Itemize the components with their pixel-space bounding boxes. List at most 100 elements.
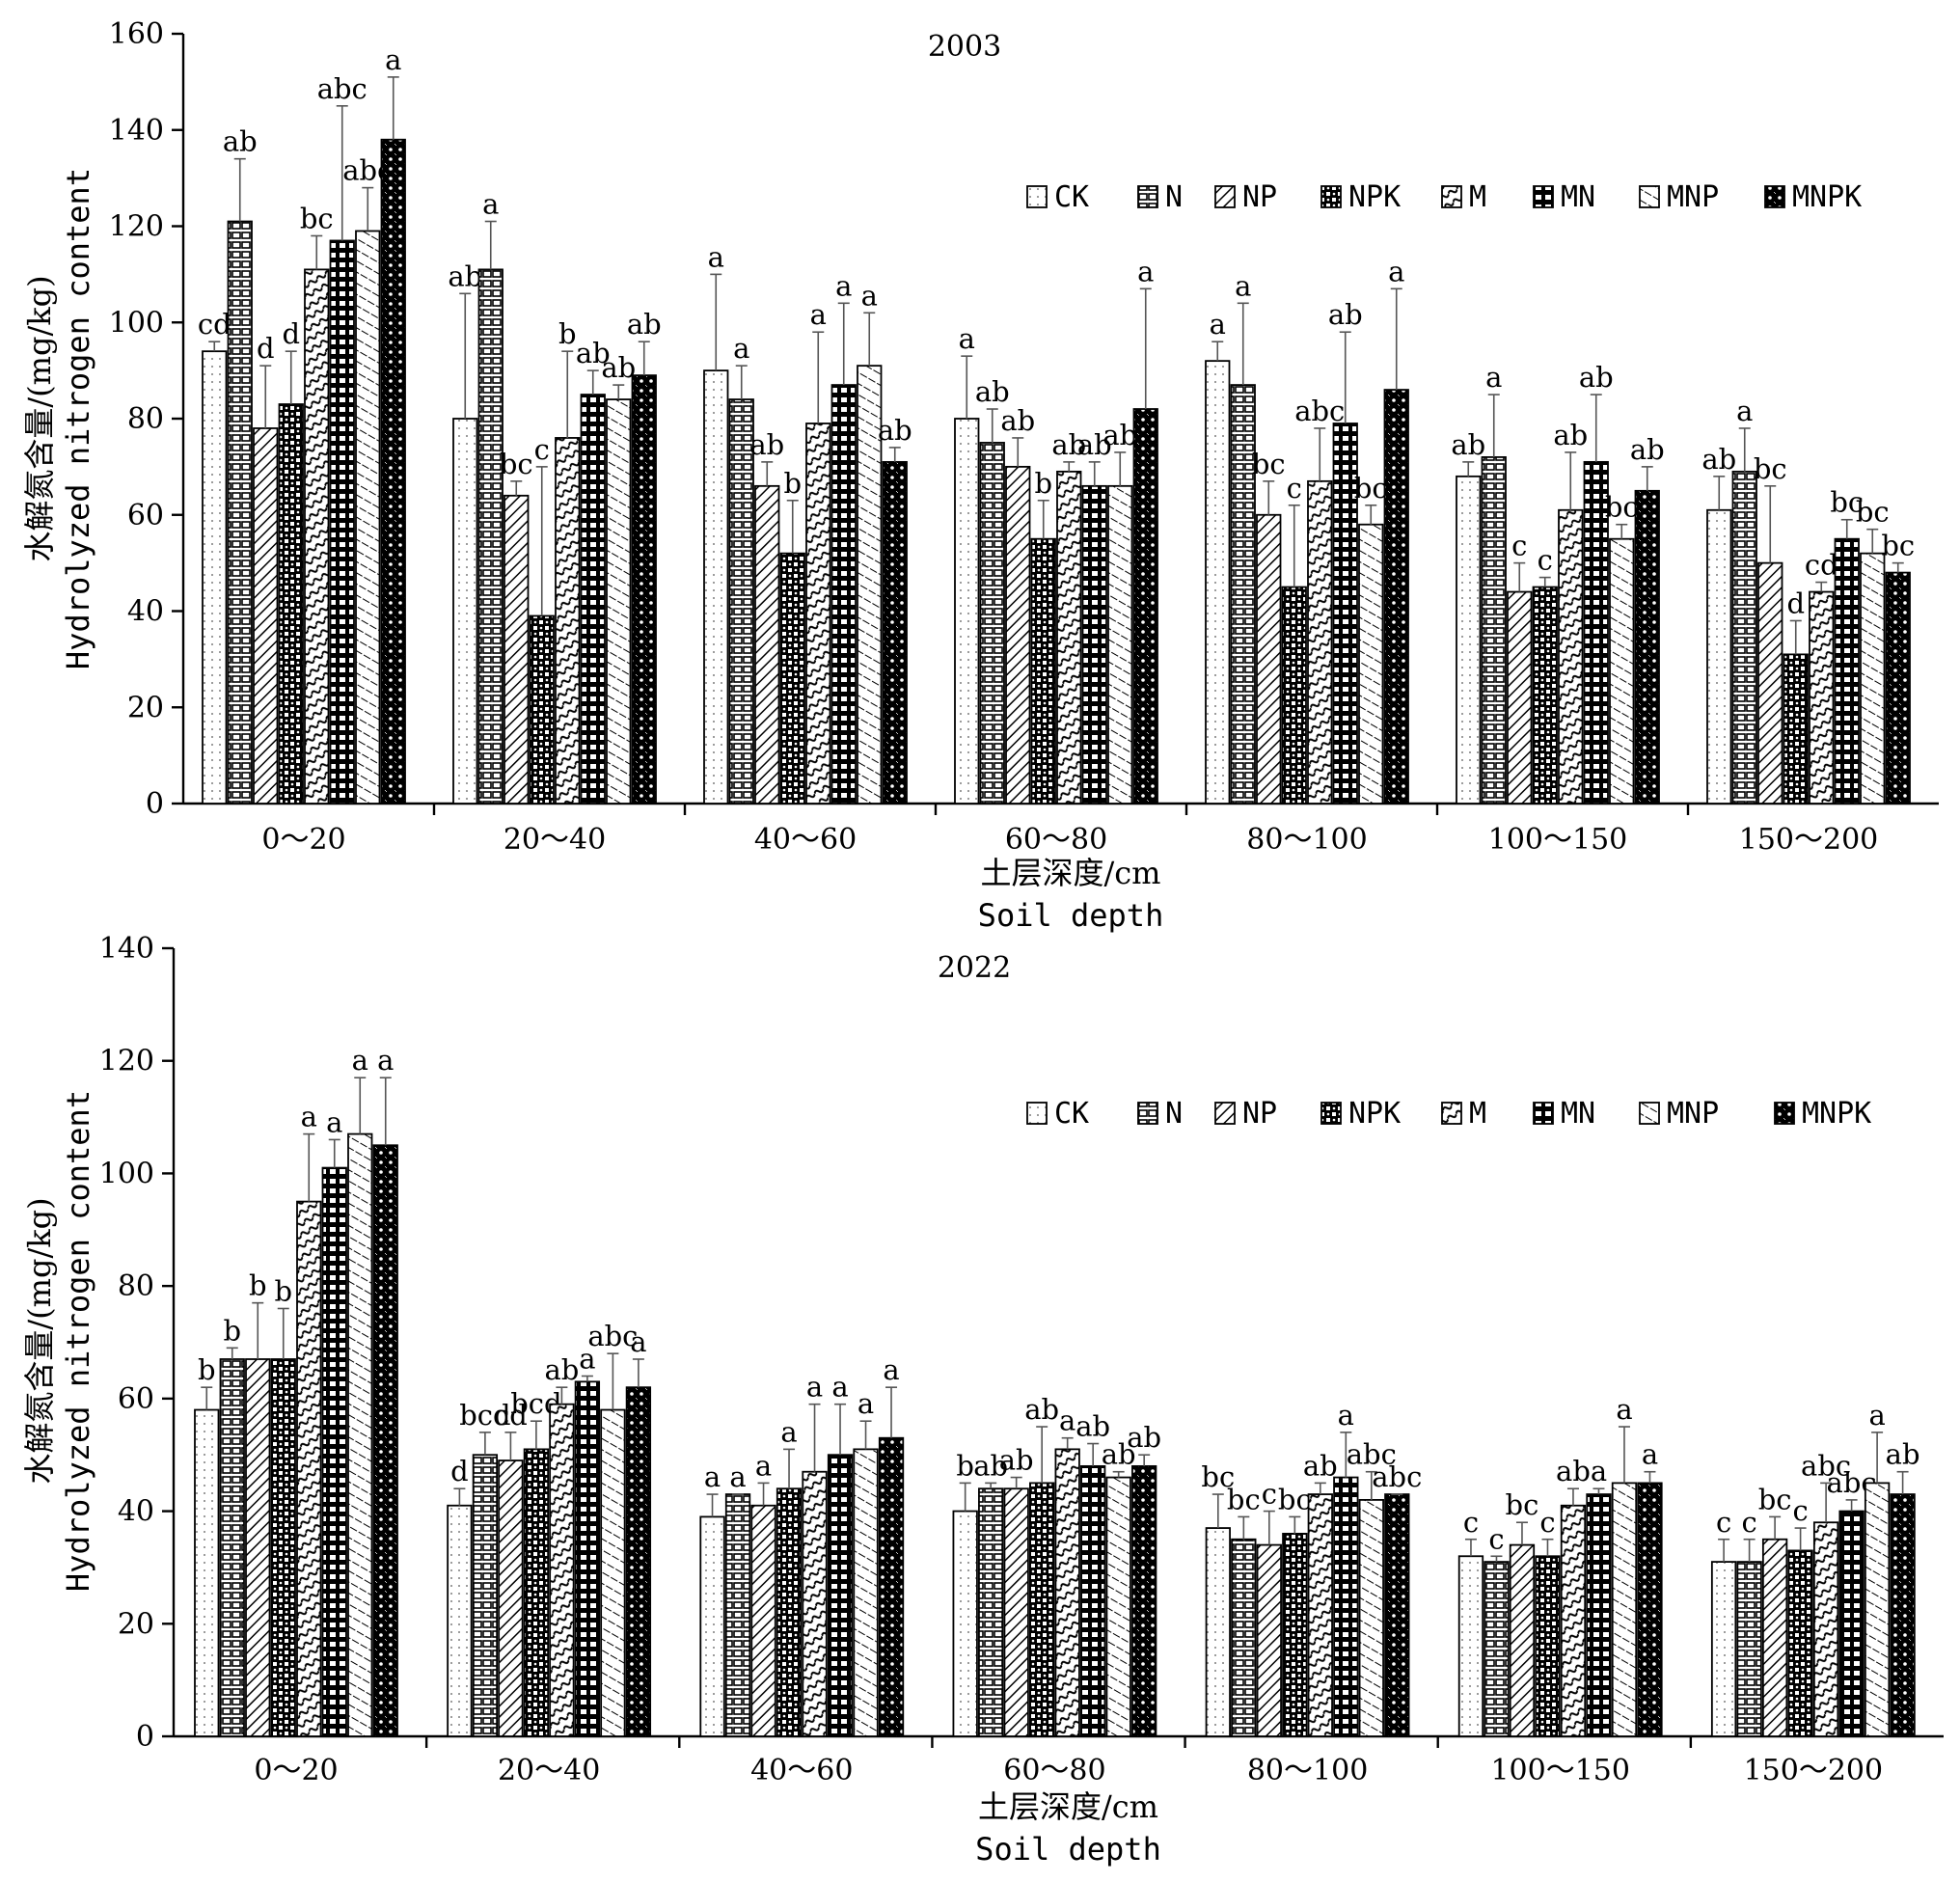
bar-MNP [1105, 1476, 1131, 1737]
significance-label: ab [1127, 1421, 1161, 1454]
significance-label: b [198, 1353, 216, 1386]
bar-MNPK [878, 1436, 905, 1737]
bar-MNP [606, 398, 632, 805]
bar-CK [1205, 1527, 1231, 1737]
legend-swatch-M [1441, 185, 1462, 208]
significance-label: a [755, 1449, 772, 1482]
significance-label: a [377, 1044, 394, 1077]
significance-label: abc [1372, 1460, 1422, 1493]
legend-swatch-NPK [1320, 185, 1342, 208]
significance-label: c [1287, 472, 1302, 505]
significance-label: d [282, 317, 300, 350]
bar-MN [1332, 423, 1358, 805]
x-tick-label: 100～150 [1490, 1754, 1630, 1787]
legend-swatch-MN [1533, 1102, 1554, 1125]
x-axis-title-en: Soil depth [978, 897, 1164, 934]
significance-label: bc [1856, 496, 1890, 529]
significance-label: bcd [459, 1399, 510, 1432]
y-tick-label: 60 [118, 1382, 154, 1416]
significance-label: ab [1075, 1410, 1110, 1443]
bar-MNPK [882, 460, 908, 805]
significance-label: b [783, 467, 802, 500]
significance-label: ab [1102, 1438, 1136, 1471]
bar-MN [1586, 1493, 1612, 1737]
legend-label-CK: CK [1054, 180, 1089, 214]
significance-label: ab [1451, 428, 1485, 461]
x-tick-label: 60～80 [1003, 1754, 1105, 1787]
significance-label: c [1792, 1494, 1808, 1527]
bar-CK [699, 1515, 725, 1737]
significance-label: b [223, 1314, 241, 1347]
y-tick-label: 80 [118, 1269, 154, 1303]
bar-M [1812, 1521, 1839, 1737]
bar-MNP [600, 1408, 626, 1737]
significance-label: ab [627, 308, 662, 341]
bar-MNP [853, 1448, 879, 1737]
bar-M [802, 1470, 828, 1737]
significance-label: a [1388, 255, 1404, 287]
y-tick-label: 80 [127, 402, 164, 436]
significance-label: d [257, 332, 275, 365]
significance-label: a [835, 269, 852, 302]
y-tick-label: 0 [146, 787, 164, 821]
x-tick-label: 20～40 [504, 823, 606, 857]
significance-label: cd [494, 1399, 528, 1432]
significance-label: d [450, 1455, 469, 1487]
significance-label: ab [973, 1449, 1008, 1482]
significance-label: bc [300, 202, 334, 234]
significance-label: a [579, 1343, 595, 1376]
legend-label-M: M [1469, 1097, 1486, 1131]
bar-NPK [776, 1487, 803, 1737]
x-axis-title-cn: 土层深度/cm [980, 855, 1160, 891]
significance-label: a [1235, 269, 1251, 302]
x-tick-label: 60～80 [1005, 823, 1107, 857]
bar-MNPK [1383, 389, 1409, 805]
bar-N [477, 268, 504, 805]
bar-MNPK [631, 374, 657, 805]
significance-label: b [956, 1449, 974, 1482]
legend-label-NP: NP [1242, 1097, 1277, 1131]
legend-swatch-MNP [1639, 185, 1660, 208]
bar-M [1307, 479, 1333, 805]
significance-label: ab [1328, 298, 1363, 331]
bar-MNPK [625, 1386, 652, 1737]
x-axis-title-cn: 土层深度/cm [978, 1788, 1158, 1825]
bar-M [1054, 1448, 1080, 1737]
significance-label: ab [1077, 428, 1112, 461]
significance-label: abc [1294, 395, 1345, 427]
significance-label: a [733, 332, 749, 365]
significance-label: ab [601, 351, 636, 384]
bar-NP [1761, 1538, 1788, 1737]
significance-label: bc [500, 448, 533, 480]
significance-label: bc [1227, 1483, 1261, 1515]
significance-label: ab [878, 414, 912, 447]
legend-label-MNPK: MNPK [1802, 1097, 1871, 1131]
bar-N [1731, 470, 1757, 805]
bar-NPK [1030, 537, 1056, 805]
significance-label: a [704, 1460, 721, 1493]
bar-MNPK [1131, 1464, 1157, 1737]
bar-MN [830, 384, 857, 805]
bar-MNPK [1132, 408, 1158, 805]
bar-CK [1205, 360, 1231, 805]
bar-N [227, 220, 253, 805]
bar-MNP [1860, 552, 1886, 805]
bar-NPK [779, 552, 805, 805]
legend-label-N: N [1165, 1097, 1183, 1131]
significance-label: a [1210, 308, 1226, 341]
y-tick-label: 100 [109, 306, 164, 340]
bar-M [1558, 508, 1584, 805]
y-tick-label: 120 [99, 1045, 154, 1078]
bar-NP [1005, 465, 1031, 805]
significance-label: a [1059, 1405, 1075, 1437]
significance-label: a [1338, 1399, 1354, 1432]
bar-NPK [529, 614, 555, 805]
significance-label: a [959, 322, 975, 355]
significance-label: ab [1000, 404, 1035, 437]
chart-title: 2003 [928, 30, 1001, 64]
bar-CK [1710, 1561, 1737, 1737]
significance-label: abc [587, 1320, 638, 1352]
y-axis-title-cn: 水解氮含量/(mg/kg) [21, 1197, 58, 1484]
significance-label: abc [1801, 1449, 1851, 1482]
y-tick-label: 40 [118, 1495, 154, 1529]
